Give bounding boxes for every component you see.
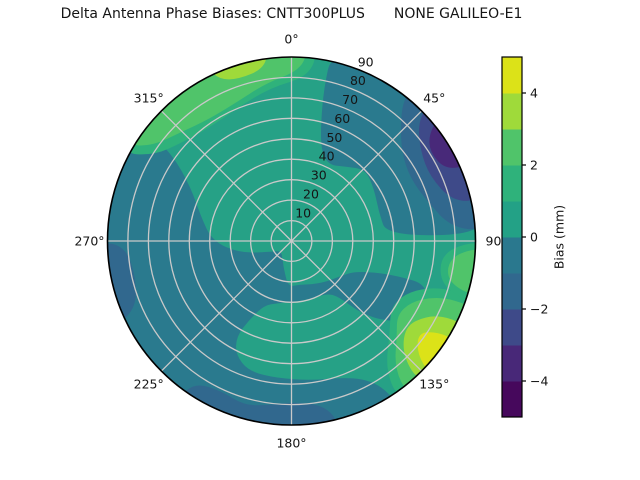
colorbar-tick-label-4: 4 [530, 86, 538, 101]
colorbar-axis-label: Bias (mm) [552, 205, 567, 269]
radial-tick-40: 40 [319, 149, 335, 164]
grid-spoke-45 [291, 110, 423, 242]
colorbar-band-3 [502, 273, 522, 310]
radial-tick-30: 30 [311, 168, 327, 183]
plot-boundary-circle [106, 56, 477, 426]
radial-tick-10: 10 [295, 205, 311, 220]
azimuth-tick-labels: 0° 45° 90 135° 180° 225° 270° 315° [74, 32, 501, 451]
polar-grid [107, 57, 476, 425]
contour-region-southeast-yellow [417, 332, 454, 371]
radial-tick-labels: 10 20 30 40 50 60 70 80 90 [295, 54, 373, 220]
colorbar-band-1 [502, 345, 522, 382]
azimuth-tick-90: 90 [486, 234, 502, 249]
grid-spoke-225 [160, 240, 292, 372]
colorbar-tick-label-2: 2 [530, 158, 538, 173]
contour-region-southwest-dark-teal [107, 133, 428, 425]
radial-tick-50: 50 [326, 130, 342, 145]
radial-tick-90: 90 [358, 54, 374, 69]
colorbar-band-4 [502, 237, 522, 274]
azimuth-tick-180: 180° [276, 436, 306, 451]
colorbar-tick-label--4: −4 [530, 374, 548, 389]
colorbar: 4 2 0 −2 −4 [501, 56, 548, 418]
colorbar-band-2 [502, 309, 522, 346]
colorbar-band-9 [502, 57, 522, 94]
chart-title-left: Delta Antenna Phase Biases: CNTT300PLUS [60, 6, 365, 22]
contour-region-topleft-light-green [132, 57, 306, 146]
radial-tick-70: 70 [342, 92, 358, 107]
radial-tick-80: 80 [350, 73, 366, 88]
radial-tick-20: 20 [303, 187, 319, 202]
colorbar-band-0 [502, 381, 522, 418]
colorbar-band-5 [502, 201, 522, 238]
azimuth-tick-135: 135° [419, 376, 449, 391]
azimuth-tick-225: 225° [134, 376, 164, 391]
colorbar-band-7 [502, 129, 522, 166]
colorbar-tick-label--2: −2 [530, 302, 548, 317]
azimuth-tick-0: 0° [284, 32, 298, 47]
colorbar-band-8 [502, 93, 522, 130]
colorbar-tick-label-0: 0 [530, 230, 538, 245]
colorbar-band-6 [502, 165, 522, 202]
azimuth-tick-45: 45° [423, 91, 445, 106]
grid-spoke-315 [160, 110, 292, 242]
chart-title: Delta Antenna Phase Biases: CNTT300PLUS N… [0, 6, 583, 22]
chart-title-right: NONE GALILEO-E1 [393, 6, 523, 22]
grid-spoke-135 [291, 240, 423, 372]
radial-tick-60: 60 [334, 111, 350, 126]
contour-region-south-blue [184, 385, 336, 425]
azimuth-tick-315: 315° [134, 91, 164, 106]
azimuth-tick-270: 270° [74, 234, 104, 249]
